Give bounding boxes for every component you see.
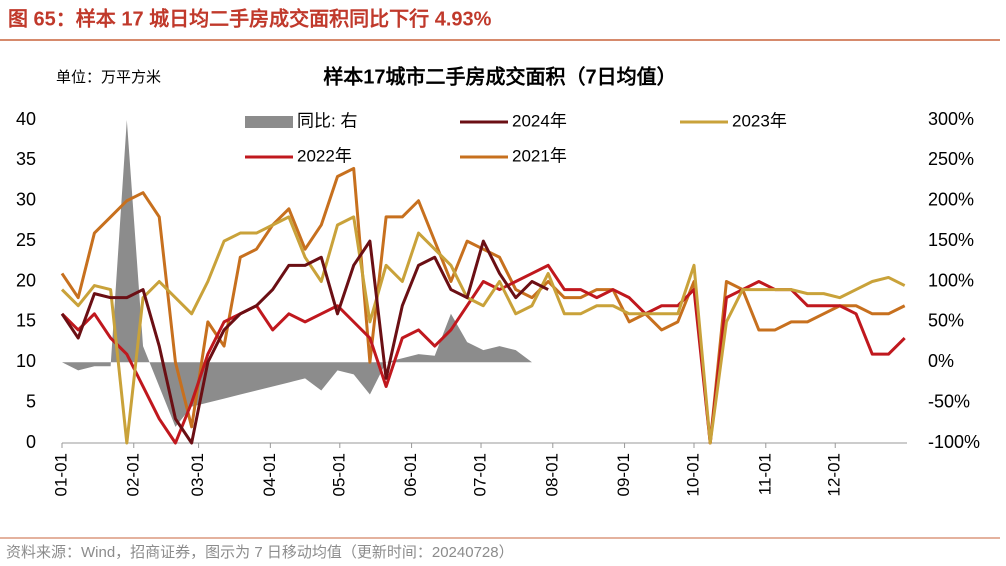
y2-tick-label: 300% bbox=[928, 109, 974, 129]
y2-tick-label: -100% bbox=[928, 432, 980, 452]
x-tick-label: 06-01 bbox=[401, 453, 420, 496]
legend-label: 2023年 bbox=[732, 111, 787, 130]
legend-label: 2021年 bbox=[512, 146, 567, 165]
y-tick-label: 25 bbox=[16, 230, 36, 250]
x-tick-label: 07-01 bbox=[471, 453, 490, 496]
x-tick-label: 05-01 bbox=[329, 453, 348, 496]
legend-label: 2024年 bbox=[512, 111, 567, 130]
y-tick-label: 35 bbox=[16, 149, 36, 169]
series-line bbox=[60, 263, 906, 445]
chart-title: 样本17城市二手房成交面积（7日均值） bbox=[323, 64, 676, 88]
x-tick-label: 11-01 bbox=[755, 453, 774, 495]
y-tick-label: 5 bbox=[26, 391, 36, 411]
source-note: 资料来源：Wind，招商证券，图示为 7 日移动均值（更新时间：20240728… bbox=[6, 544, 514, 561]
y-tick-label: 0 bbox=[26, 432, 36, 452]
y2-tick-label: 100% bbox=[928, 270, 974, 290]
x-tick-label: 02-01 bbox=[123, 453, 142, 496]
x-tick-label: 01-01 bbox=[51, 453, 70, 496]
legend-swatch bbox=[245, 116, 293, 128]
y-tick-label: 40 bbox=[16, 109, 36, 129]
y2-tick-label: 150% bbox=[928, 230, 974, 250]
series-line bbox=[60, 215, 906, 445]
series-line bbox=[60, 166, 906, 445]
x-tick-label: 04-01 bbox=[260, 453, 279, 496]
figure-header: 图 65：样本 17 城日均二手房成交面积同比下行 4.93% bbox=[8, 6, 492, 30]
x-tick-label: 12-01 bbox=[825, 453, 844, 496]
y-tick-label: 15 bbox=[16, 311, 36, 331]
y2-tick-label: 200% bbox=[928, 190, 974, 210]
y2-tick-label: 50% bbox=[928, 311, 964, 331]
y-tick-label: 20 bbox=[16, 270, 36, 290]
y2-tick-label: 0% bbox=[928, 351, 954, 371]
yoy-area bbox=[62, 120, 549, 427]
y-tick-label: 30 bbox=[16, 190, 36, 210]
x-tick-label: 08-01 bbox=[542, 453, 561, 496]
legend-label: 2022年 bbox=[297, 146, 352, 165]
y2-tick-label: -50% bbox=[928, 391, 970, 411]
legend-label: 同比: 右 bbox=[297, 111, 357, 130]
series-line bbox=[60, 239, 549, 445]
unit-label: 单位：万平方米 bbox=[56, 69, 161, 86]
x-tick-label: 09-01 bbox=[614, 453, 633, 496]
x-tick-label: 10-01 bbox=[683, 453, 702, 496]
x-tick-label: 03-01 bbox=[188, 453, 207, 496]
y-tick-label: 10 bbox=[16, 351, 36, 371]
y2-tick-label: 250% bbox=[928, 149, 974, 169]
